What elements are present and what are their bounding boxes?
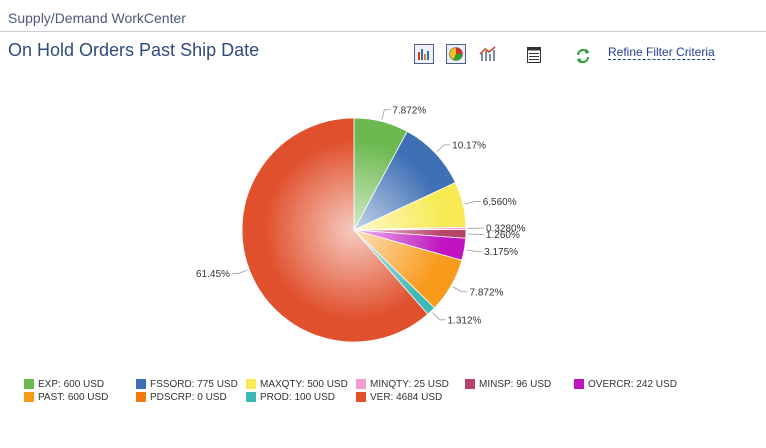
app-title: Supply/Demand WorkCenter: [8, 10, 186, 26]
legend-label: MAXQTY: 500 USD: [260, 378, 348, 390]
pie-label-overcr: 3.175%: [484, 247, 518, 258]
pie-label-fssord: 10.17%: [452, 140, 486, 151]
bar-chart-icon: [414, 44, 434, 64]
pie-leader-line: [432, 312, 446, 321]
bar-chart-button[interactable]: [414, 44, 434, 64]
legend-label: MINSP: 96 USD: [479, 378, 552, 390]
legend-swatch: [24, 392, 34, 402]
legend-swatch: [574, 379, 584, 389]
legend-item-fssord[interactable]: FSSORD: 775 USD: [136, 378, 238, 390]
legend-label: EXP: 600 USD: [38, 378, 105, 390]
legend-swatch: [136, 392, 146, 402]
legend-item-minqty[interactable]: MINQTY: 25 USD: [356, 378, 449, 390]
legend-item-pdscrp[interactable]: PDSCRP: 0 USD: [136, 391, 227, 403]
legend-swatch: [246, 392, 256, 402]
pie-chart-button[interactable]: [446, 44, 466, 64]
legend-item-minsp[interactable]: MINSP: 96 USD: [465, 378, 551, 390]
legend-item-exp[interactable]: EXP: 600 USD: [24, 378, 104, 390]
legend-label: PROD: 100 USD: [260, 391, 336, 403]
pie-slice-ver[interactable]: [241, 117, 429, 343]
legend-label: MINQTY: 25 USD: [370, 378, 449, 390]
grid-icon: [527, 47, 541, 63]
refresh-button[interactable]: [573, 46, 593, 66]
pie-leader-line: [466, 249, 483, 252]
legend-label: PDSCRP: 0 USD: [150, 391, 227, 403]
pie-label-exp: 7.872%: [392, 105, 426, 116]
line-chart-icon: [479, 46, 496, 61]
legend-item-past[interactable]: PAST: 600 USD: [24, 391, 108, 403]
pie-leader-line: [436, 144, 451, 153]
pie-leader-line: [381, 109, 391, 120]
pie-label-ver: 61.45%: [196, 269, 230, 280]
pie-label-prod: 1.312%: [448, 315, 482, 326]
pie-label-maxqty: 6.560%: [483, 197, 517, 208]
pie-label-minqty: 0.3280%: [486, 224, 526, 235]
legend-label: PAST: 600 USD: [38, 391, 109, 403]
pie-chart: 7.872% 10.17% 6.560% 0.3280%1.260% 3.175% 7.8…: [196, 105, 526, 343]
refine-filter-link[interactable]: Refine Filter Criteria: [608, 45, 715, 60]
pie-slice-fssord[interactable]: [353, 130, 456, 231]
legend-swatch: [246, 379, 256, 389]
refresh-icon: [576, 48, 590, 64]
pie-leader-line: [231, 269, 248, 275]
grid-view-button[interactable]: [524, 45, 544, 65]
legend-label: VER: 4684 USD: [370, 391, 443, 403]
legend-swatch: [356, 379, 366, 389]
line-chart-button[interactable]: [477, 44, 497, 64]
pie-leader-line: [452, 286, 468, 293]
legend-item-prod[interactable]: PROD: 100 USD: [246, 391, 335, 403]
legend-label: FSSORD: 775 USD: [150, 378, 238, 390]
legend-item-overcr[interactable]: OVERCR: 242 USD: [574, 378, 677, 390]
page-title: On Hold Orders Past Ship Date: [8, 40, 260, 60]
legend-item-ver[interactable]: VER: 4684 USD: [356, 391, 442, 403]
legend-swatch: [24, 379, 34, 389]
legend-swatch: [465, 379, 475, 389]
pie-label-minsp: 1.260%: [486, 230, 520, 241]
pie-label-past: 7.872%: [470, 287, 504, 298]
header-divider: [0, 31, 766, 32]
legend-swatch: [136, 379, 146, 389]
legend-item-maxqty[interactable]: MAXQTY: 500 USD: [246, 378, 348, 390]
pie-chart-icon: [446, 44, 466, 64]
legend-label: OVERCR: 242 USD: [588, 378, 677, 390]
legend-swatch: [356, 392, 366, 402]
pie-leader-line: [464, 201, 481, 205]
